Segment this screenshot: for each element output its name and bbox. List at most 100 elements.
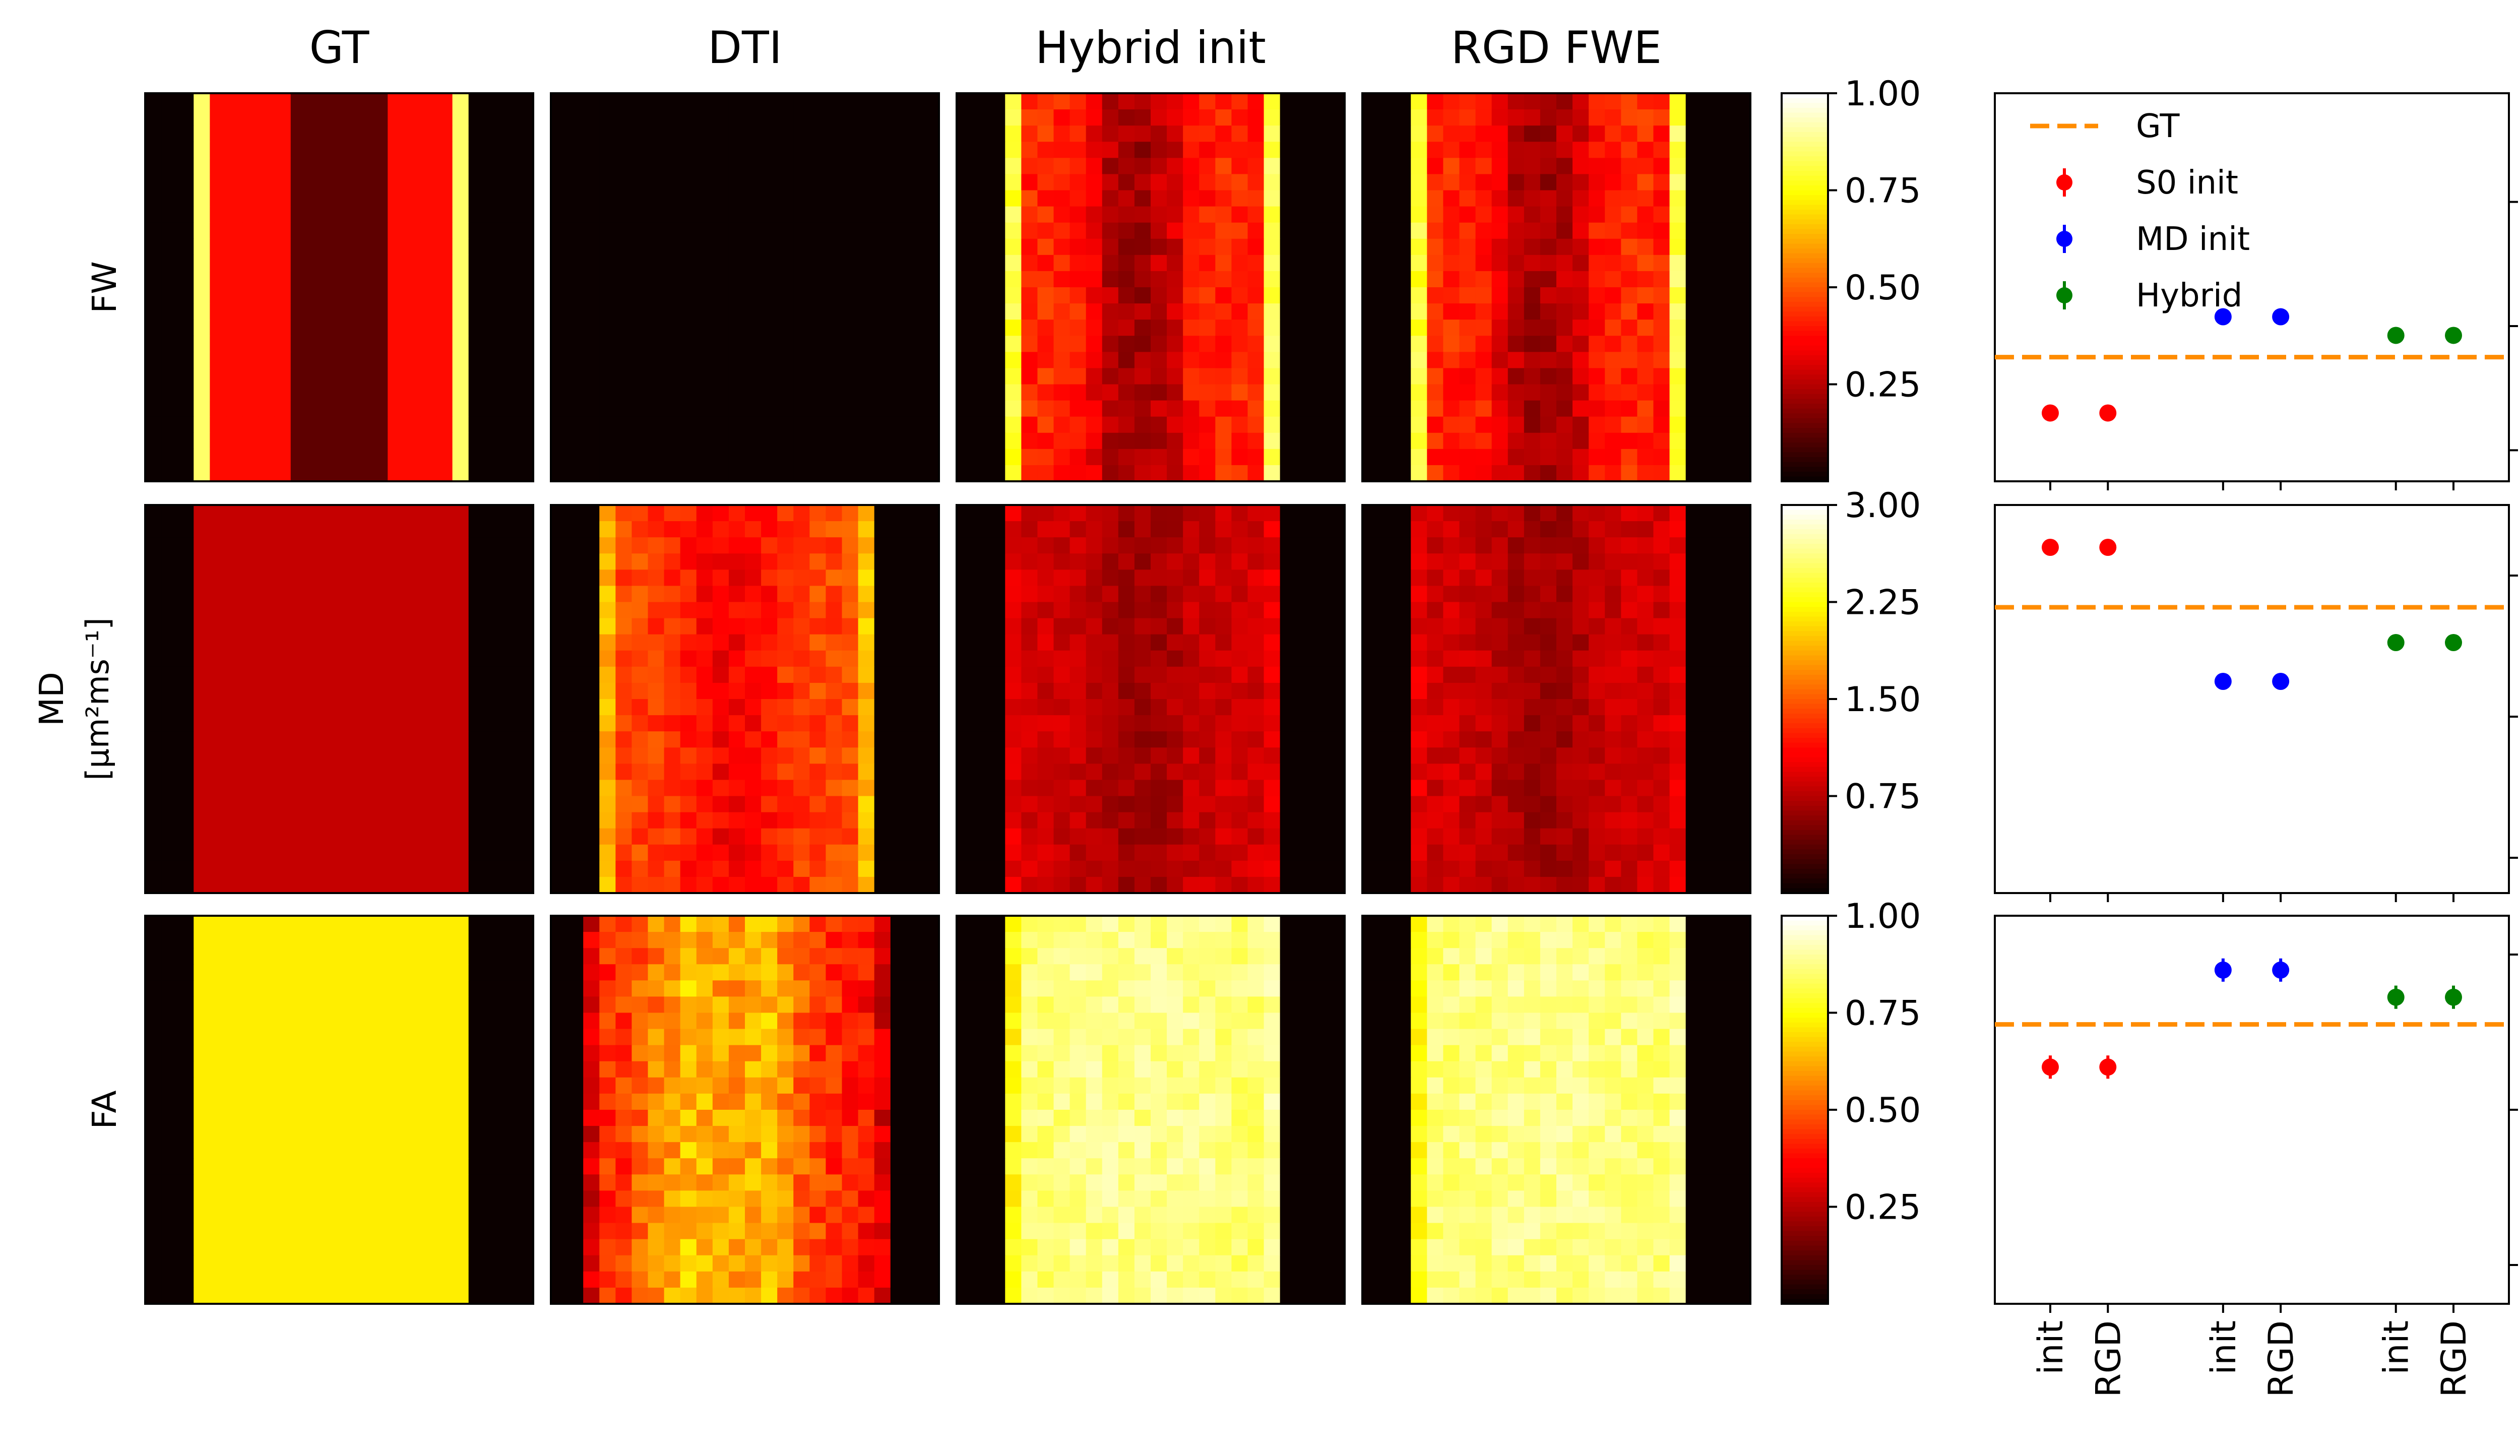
heatmap-cell <box>1296 109 1313 126</box>
heatmap-cell <box>1589 93 1605 110</box>
heatmap-cell <box>1427 828 1444 845</box>
heatmap-cell <box>404 190 421 207</box>
heatmap-cell <box>1507 537 1525 554</box>
heatmap-cell <box>1280 844 1297 861</box>
heatmap-cell <box>922 634 939 651</box>
heatmap-cell <box>1086 271 1103 288</box>
heatmap-cell <box>177 682 194 700</box>
heatmap-cell <box>1540 142 1557 158</box>
heatmap-cell <box>1524 666 1541 683</box>
heatmap-cell <box>1395 320 1411 336</box>
heatmap-cell <box>989 336 1005 352</box>
heatmap-cell <box>842 505 859 522</box>
heatmap-cell <box>242 465 259 482</box>
heatmap-cell <box>1231 158 1248 175</box>
heatmap-cell <box>210 650 227 667</box>
heatmap-cell <box>274 287 291 304</box>
heatmap-cell <box>1653 780 1670 797</box>
heatmap-cell <box>809 860 827 877</box>
heatmap-cell <box>1637 465 1654 482</box>
heatmap-cell <box>599 465 616 482</box>
heatmap-cell <box>145 996 162 1014</box>
heatmap-cell <box>1669 352 1686 369</box>
heatmap-cell <box>1264 222 1281 239</box>
heatmap-cell <box>468 432 485 450</box>
heatmap-cell <box>274 618 291 635</box>
heatmap-cell <box>712 222 729 239</box>
heatmap-cell <box>1395 828 1411 845</box>
heatmap-cell <box>1053 303 1070 320</box>
heatmap-cell <box>194 682 210 700</box>
heatmap-cell <box>1118 465 1135 482</box>
heatmap-cell <box>1362 634 1379 651</box>
heatmap-cell <box>1637 125 1654 142</box>
heatmap-cell <box>567 238 584 256</box>
heatmap-cell <box>1005 505 1022 522</box>
heatmap-cell <box>1199 142 1216 158</box>
heatmap-cell <box>517 731 534 748</box>
heatmap-cell <box>517 400 534 417</box>
heatmap-cell <box>1427 432 1444 450</box>
heatmap-cell <box>323 932 340 948</box>
heatmap-cell <box>551 780 568 797</box>
heatmap-cell <box>1134 731 1151 748</box>
colorbar-tick-label: 0.25 <box>1845 365 1921 405</box>
heatmap-cell <box>1685 384 1703 401</box>
heatmap-cell <box>1118 828 1135 845</box>
heatmap-cell <box>1685 336 1703 352</box>
heatmap-cell <box>1702 860 1719 877</box>
heatmap-cell <box>484 142 501 158</box>
heatmap-cell <box>648 303 665 320</box>
heatmap-cell <box>1167 238 1183 256</box>
heatmap-cell <box>388 109 404 126</box>
heatmap-cell <box>1086 449 1103 466</box>
heatmap-cell <box>194 384 210 401</box>
heatmap-cell <box>957 255 973 272</box>
heatmap-cell <box>210 796 227 813</box>
heatmap-cell <box>664 569 681 587</box>
heatmap-cell <box>973 206 989 223</box>
heatmap-cell <box>1264 400 1281 417</box>
heatmap-cell <box>728 368 745 385</box>
heatmap-cell <box>1685 400 1703 417</box>
heatmap-cell <box>1702 320 1719 336</box>
heatmap-cell <box>1215 255 1232 272</box>
heatmap-cell <box>436 368 453 385</box>
heatmap-cell <box>1491 764 1508 781</box>
heatmap-cell <box>1685 828 1703 845</box>
heatmap-cell <box>1589 634 1605 651</box>
heatmap-cell <box>242 731 259 748</box>
heatmap-cell <box>145 780 162 797</box>
heatmap-cell <box>648 618 665 635</box>
heatmap-cell <box>468 255 485 272</box>
heatmap-cell <box>809 731 827 748</box>
heatmap-cell <box>339 602 356 619</box>
heatmap-cell <box>989 812 1005 829</box>
heatmap-cell <box>323 764 340 781</box>
heatmap-cell <box>1524 699 1541 716</box>
heatmap-cell <box>1524 796 1541 813</box>
heatmap-cell <box>1637 780 1654 797</box>
heatmap-cell <box>583 634 600 651</box>
heatmap-cell <box>973 158 989 175</box>
heatmap-cell <box>632 586 649 603</box>
heatmap-cell <box>1475 449 1492 466</box>
heatmap-cell <box>436 844 453 861</box>
heatmap-cell <box>1653 521 1670 538</box>
heatmap-cell <box>306 996 324 1014</box>
heatmap-cell <box>1524 602 1541 619</box>
heatmap-cell <box>1296 190 1313 207</box>
heatmap-cell <box>468 368 485 385</box>
heatmap-cell <box>989 828 1005 845</box>
heatmap-cell <box>1443 222 1460 239</box>
heatmap-cell <box>696 125 713 142</box>
heatmap-cell <box>1151 287 1167 304</box>
colorbar-tick-label: 0.75 <box>1845 777 1921 817</box>
heatmap-cell <box>1086 731 1103 748</box>
heatmap-cell <box>1378 93 1395 110</box>
heatmap-cell <box>989 238 1005 256</box>
heatmap-cell <box>599 238 616 256</box>
heatmap-cell <box>177 238 194 256</box>
heatmap-cell <box>1556 303 1573 320</box>
heatmap-cell <box>1167 666 1183 683</box>
